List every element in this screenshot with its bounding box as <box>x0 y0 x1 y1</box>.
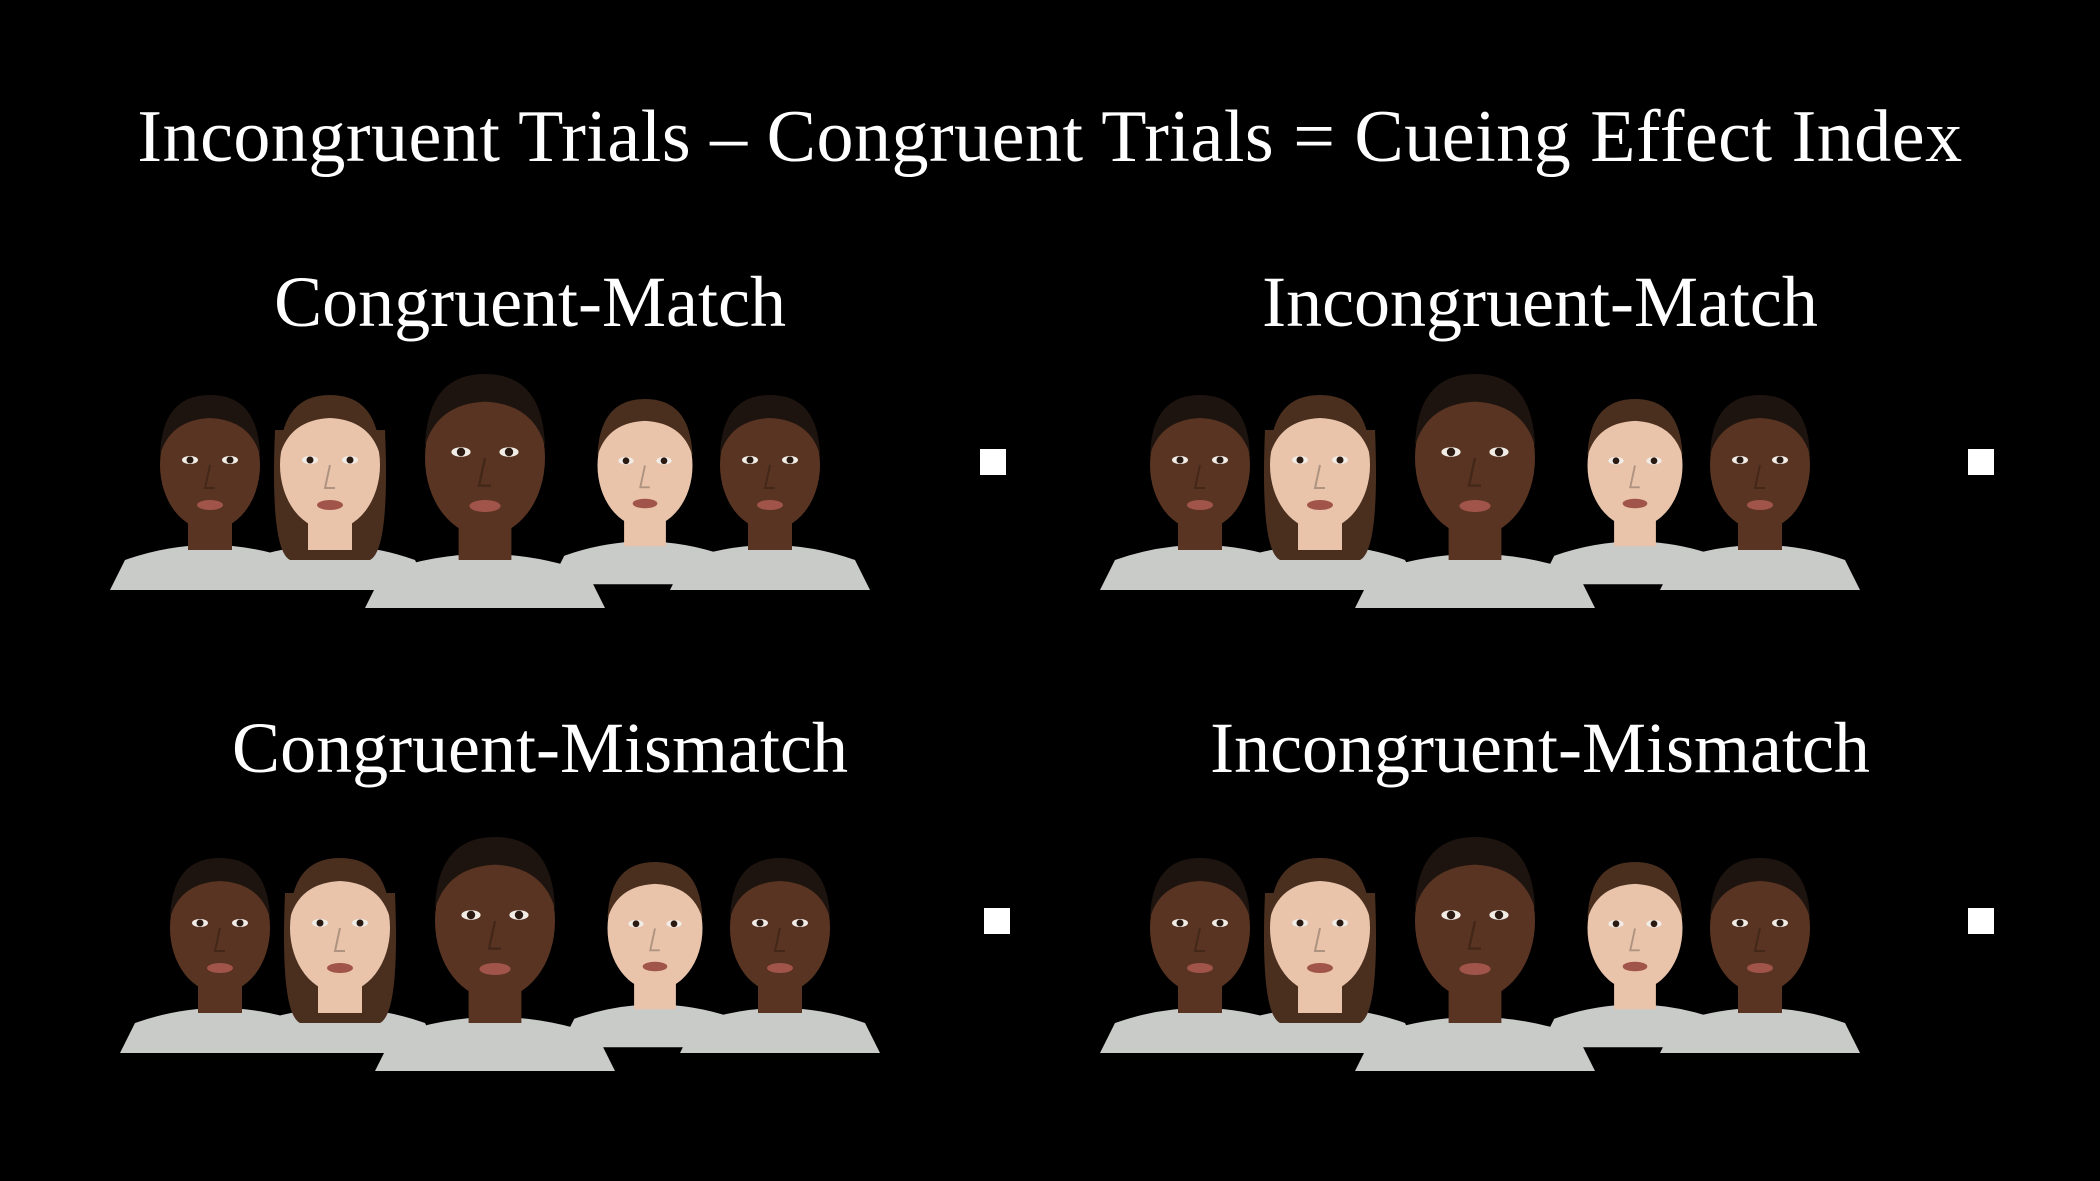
panel-label: Incongruent-Match <box>1262 262 1818 342</box>
face-4 <box>550 399 740 585</box>
face-3 <box>375 837 615 1071</box>
face-4 <box>560 862 750 1048</box>
slide-title: Incongruent Trials – Congruent Trials = … <box>137 96 1963 178</box>
face-2 <box>1220 395 1420 590</box>
face-row <box>120 793 1040 1181</box>
panel-incongruent-match: Incongruent-Match <box>1100 260 2020 700</box>
fixation-square <box>980 449 1006 475</box>
fixation-square <box>1968 449 1994 475</box>
panel-label: Congruent-Match <box>274 262 786 342</box>
face-2 <box>1220 858 1420 1053</box>
fixation-square <box>1968 908 1994 934</box>
face-5 <box>1660 395 1860 590</box>
face-1 <box>110 395 310 590</box>
face-row <box>1100 330 2020 770</box>
face-row <box>1100 793 2020 1181</box>
face-5 <box>670 395 870 590</box>
face-3 <box>1355 837 1595 1071</box>
face-row <box>110 330 1030 770</box>
face-2 <box>230 395 430 590</box>
fixation-square <box>984 908 1010 934</box>
panel-incongruent-mismatch: Incongruent-Mismatch <box>1100 708 2020 1150</box>
panel-label: Incongruent-Mismatch <box>1210 708 1870 788</box>
face-3 <box>1355 374 1595 608</box>
face-3 <box>365 374 605 608</box>
face-4 <box>1540 399 1730 585</box>
panel-label: Congruent-Mismatch <box>232 708 848 788</box>
face-4 <box>1540 862 1730 1048</box>
panel-congruent-mismatch: Congruent-Mismatch <box>120 708 1040 1150</box>
face-5 <box>1660 858 1860 1053</box>
panel-congruent-match: Congruent-Match <box>110 260 1030 700</box>
